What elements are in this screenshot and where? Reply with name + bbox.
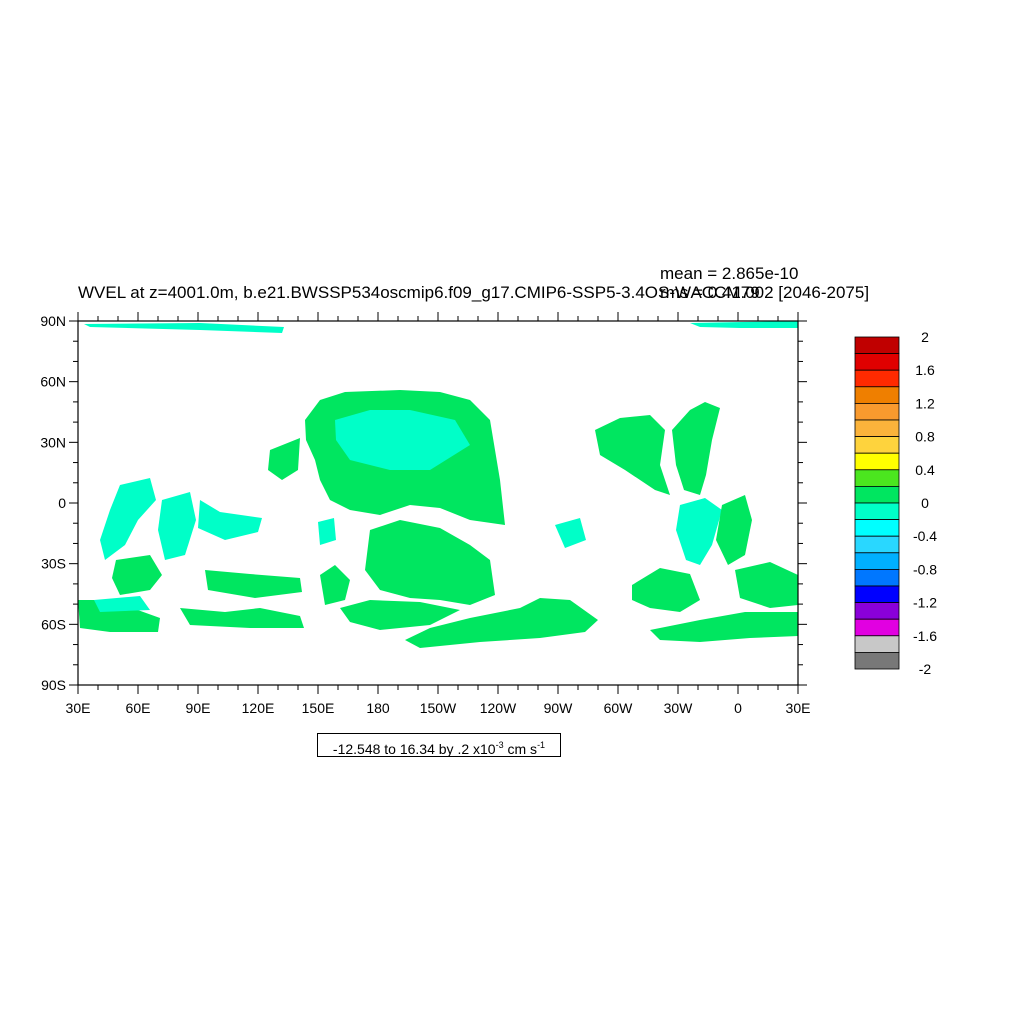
south-pacific-west: [320, 565, 350, 605]
colorbar-swatch: [854, 402, 900, 421]
colorbar-swatch: [854, 452, 900, 471]
north-atlantic: [595, 415, 670, 495]
lon-label: 120W: [480, 700, 517, 716]
lat-label: 60N: [40, 374, 66, 390]
colorbar: 2 1.6 1.2 0.8 0.4 0 -0.4 -0.8 -1.2 -1.6 -2: [854, 329, 937, 677]
colorbar-swatch: [854, 502, 900, 521]
lon-label: 90E: [186, 700, 211, 716]
north-atlantic-east: [672, 402, 720, 495]
range-unit: cm s: [503, 741, 538, 757]
colorbar-swatch: [854, 336, 900, 355]
indian-ocean-subantarctic: [205, 570, 302, 598]
colorbar-swatch: [854, 469, 900, 487]
colorbar-label: 0.4: [915, 462, 935, 478]
colorbar-label: -0.4: [913, 528, 937, 544]
lon-label: 60W: [604, 700, 634, 716]
indian-ocean-central: [158, 492, 196, 560]
southern-ocean-atlantic: [650, 612, 798, 642]
contour-range-box: -12.548 to 16.34 by .2 x10-3 cm s-1: [317, 733, 561, 757]
range-exp: -3: [495, 740, 504, 750]
lat-label: 30S: [41, 556, 66, 572]
colorbar-label: -2: [919, 661, 932, 677]
colorbar-swatch: [854, 635, 900, 653]
east-pacific-island: [555, 518, 586, 548]
colorbar-label: 0.8: [915, 429, 935, 445]
central-pacific-patch: [318, 518, 336, 545]
colorbar-swatch: [854, 436, 900, 454]
latitude-labels: 90N 60N 30N 0 30S 60S 90S: [40, 313, 66, 693]
lon-label: 30E: [786, 700, 811, 716]
lon-label: 180: [366, 700, 390, 716]
colorbar-swatch: [854, 353, 900, 371]
lon-label: 0: [734, 700, 742, 716]
velocity-field: [78, 321, 798, 648]
central-atlantic: [676, 498, 722, 565]
range-unit-exp: -1: [537, 740, 546, 750]
colorbar-swatch: [854, 618, 900, 637]
longitude-labels: 30E 60E 90E 120E 150E 180 150W 120W 90W 60W 30W 0 30…: [66, 700, 811, 716]
lat-label: 30N: [40, 434, 66, 450]
colorbar-swatch: [854, 419, 900, 438]
colorbar-swatch: [854, 369, 900, 388]
south-atlantic-east: [716, 495, 752, 565]
colorbar-label: -1.6: [913, 628, 937, 644]
colorbar-label: 0: [921, 495, 929, 511]
range-main: -12.548 to 16.34 by .2 x10: [332, 741, 496, 757]
colorbar-label: 2: [921, 329, 929, 345]
arctic-strip-west: [84, 323, 284, 333]
north-pacific-inner: [335, 410, 470, 470]
colorbar-swatch: [854, 652, 900, 670]
arctic-strip-east: [690, 321, 798, 328]
colorbar-label: 1.6: [915, 362, 935, 378]
colorbar-swatch: [854, 552, 900, 570]
lat-label: 90N: [40, 313, 66, 329]
lat-label: 60S: [41, 616, 66, 632]
mean-stat: mean = 2.865e-10: [660, 264, 799, 283]
plot-title: WVEL at z=4001.0m, b.e21.BWSSP534oscmip6…: [78, 283, 870, 302]
colorbar-swatch: [854, 569, 900, 587]
southern-ocean-pacific: [340, 600, 460, 630]
lat-label: 0: [58, 495, 66, 511]
colorbar-swatch: [854, 585, 900, 604]
lon-label: 30E: [66, 700, 91, 716]
southern-ocean-indian: [180, 608, 304, 628]
lon-label: 150E: [302, 700, 335, 716]
colorbar-swatch: [854, 386, 900, 404]
indian-ocean-south: [112, 555, 162, 595]
colorbar-swatch: [854, 602, 900, 620]
lon-label: 90W: [544, 700, 574, 716]
indian-ocean-east: [198, 500, 262, 540]
southern-ocean-pacific-east: [405, 598, 598, 648]
colorbar-label: -1.2: [913, 595, 937, 611]
rms-stat: rms = 0.4179: [660, 283, 760, 302]
colorbar-swatch: [854, 535, 900, 554]
southern-ocean-west-2: [94, 596, 150, 612]
axis-ticks: [69, 312, 807, 694]
indian-ocean-west: [100, 478, 156, 560]
south-pacific: [365, 520, 495, 605]
colorbar-swatch: [854, 519, 900, 537]
colorbar-label: -0.8: [913, 561, 937, 577]
lat-label: 90S: [41, 677, 66, 693]
south-atlantic: [632, 568, 700, 612]
lon-label: 60E: [126, 700, 151, 716]
colorbar-swatch: [854, 485, 900, 504]
colorbar-label: 1.2: [915, 395, 935, 411]
lon-label: 120E: [242, 700, 275, 716]
cape-basin: [735, 562, 798, 608]
pacific-west-island: [268, 438, 300, 480]
lon-label: 30W: [664, 700, 694, 716]
lon-label: 150W: [420, 700, 457, 716]
